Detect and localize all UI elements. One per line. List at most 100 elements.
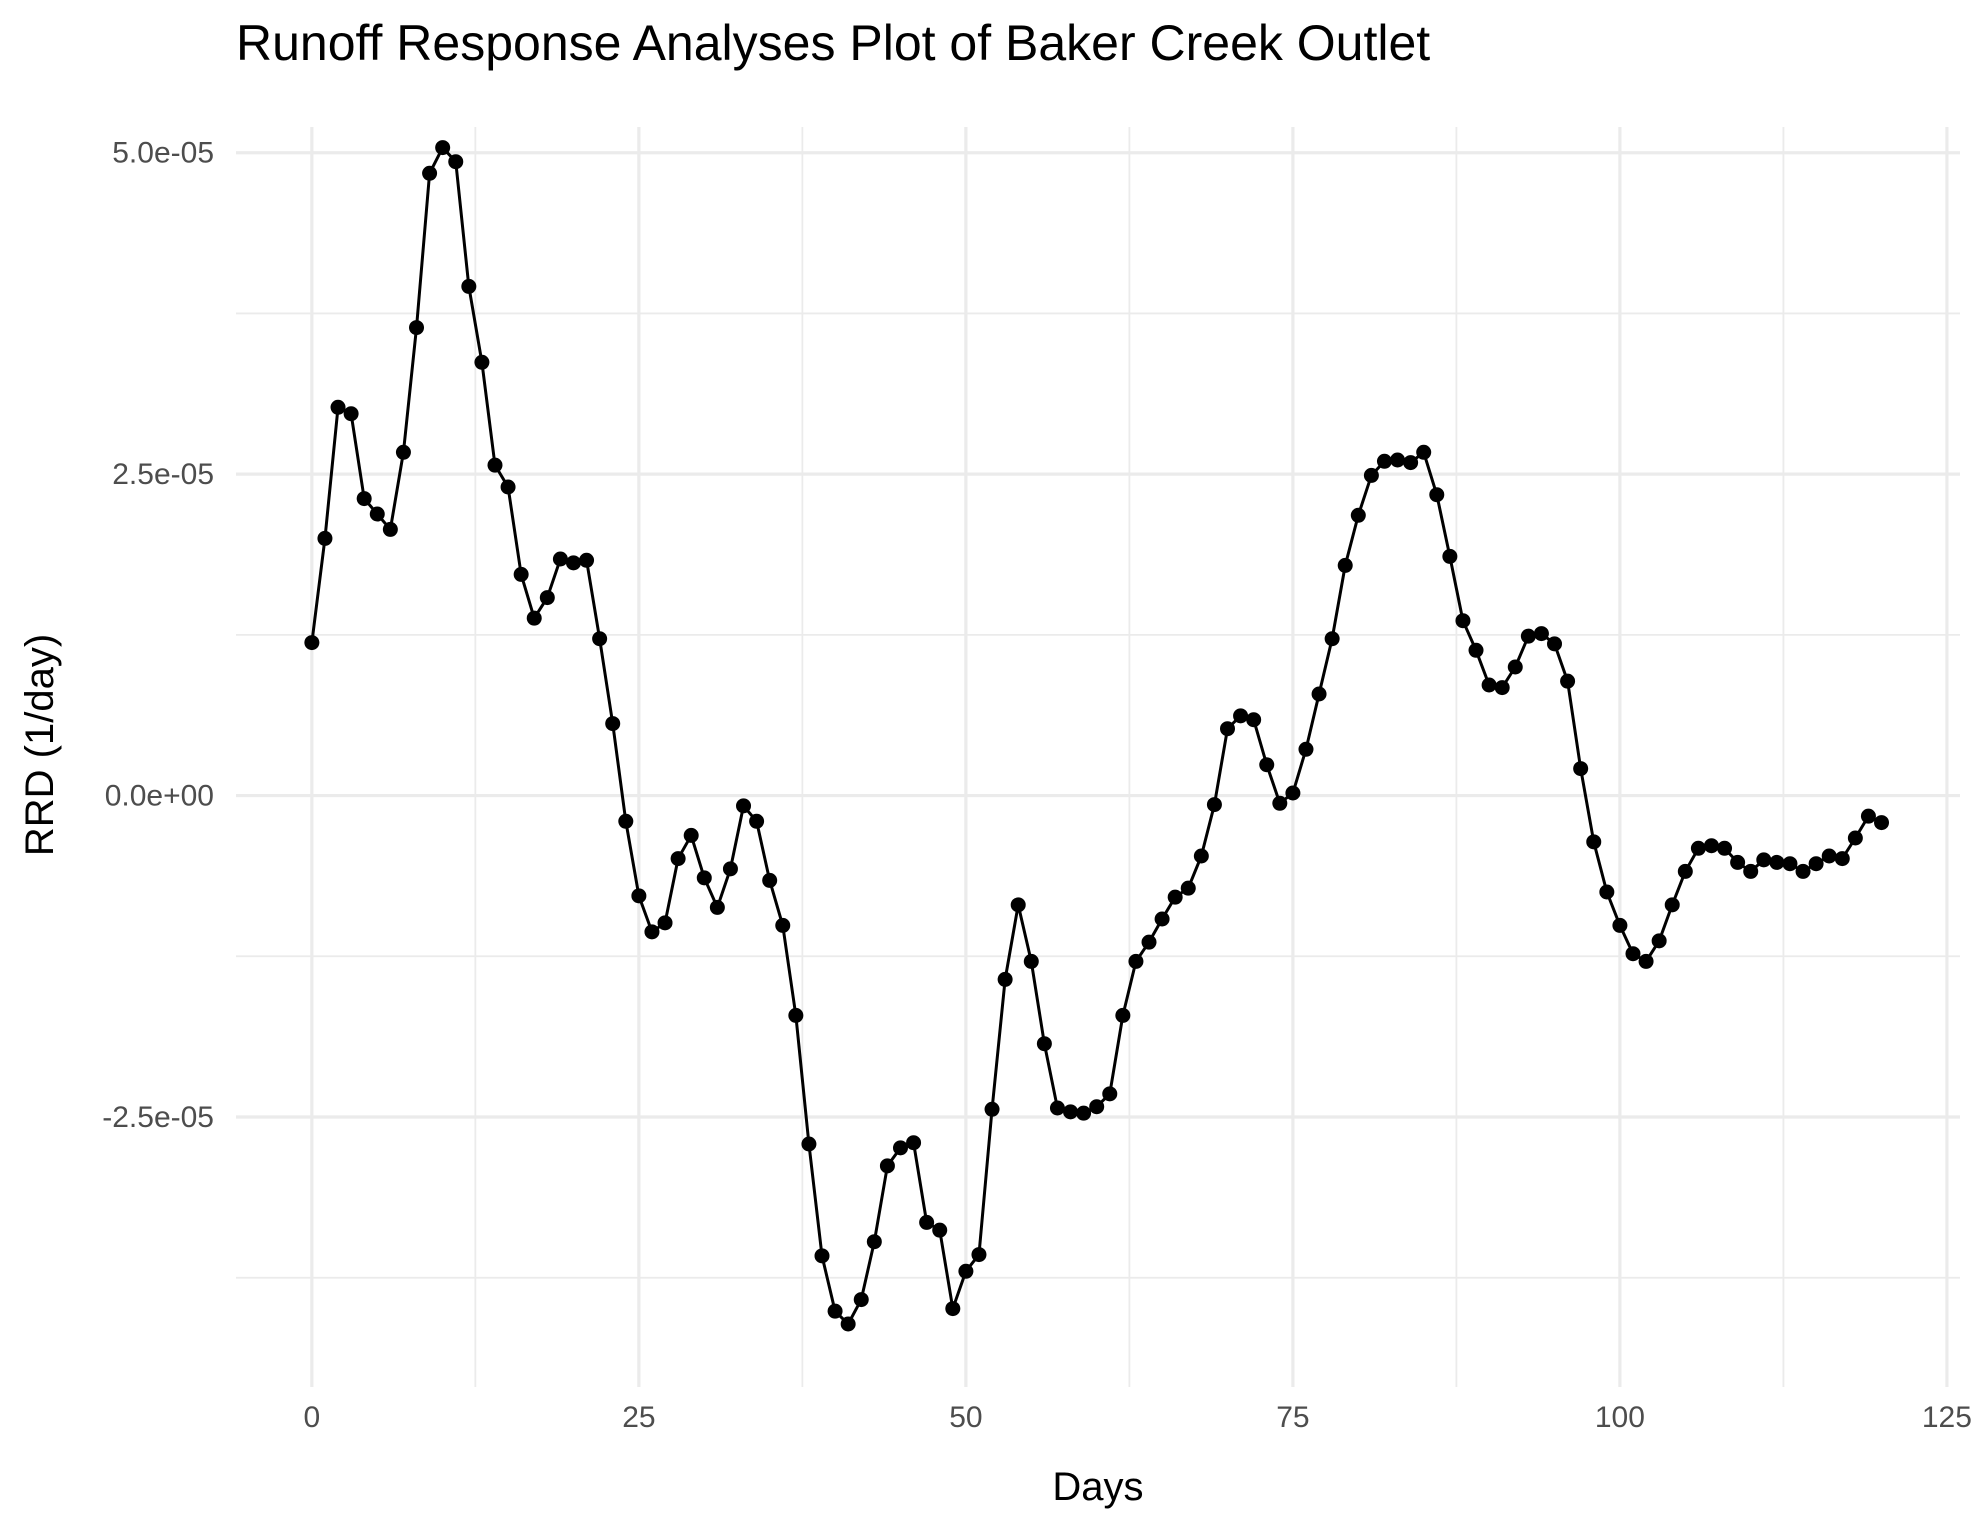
data-point: [722, 861, 738, 877]
y-tick-label: 0.0e+00: [105, 780, 214, 813]
data-point: [579, 552, 595, 568]
data-point: [1599, 884, 1615, 900]
gridlines: [236, 127, 1960, 1387]
data-point: [1860, 808, 1876, 824]
data-point: [749, 813, 765, 829]
data-point: [1520, 628, 1536, 644]
data-point: [1206, 797, 1222, 813]
data-point: [1010, 897, 1026, 913]
x-tick-label: 100: [1595, 1401, 1645, 1434]
data-point: [879, 1158, 895, 1174]
data-point: [552, 551, 568, 567]
data-point: [1874, 815, 1890, 831]
data-point: [513, 566, 529, 582]
data-point: [1193, 848, 1209, 864]
data-point: [1154, 911, 1170, 927]
x-tick-label: 25: [622, 1401, 655, 1434]
data-point: [1625, 946, 1641, 962]
data-point: [1141, 934, 1157, 950]
data-point: [1023, 953, 1039, 969]
data-point: [343, 406, 359, 422]
data-point: [762, 872, 778, 888]
data-point: [1769, 854, 1785, 870]
tick-labels: 0 25 50 75 100 125 -2.5e-05 0.0e+00 2.5e-05 5.0e-…: [102, 137, 1972, 1434]
data-point: [1651, 933, 1667, 949]
chart-title: Runoff Response Analyses Plot of Baker C…: [236, 15, 1430, 71]
data-point: [1547, 636, 1563, 652]
y-tick-label: 5.0e-05: [112, 137, 214, 170]
data-point: [1743, 863, 1759, 879]
data-point: [1180, 880, 1196, 896]
data-point: [1298, 741, 1314, 757]
data-point: [1507, 659, 1523, 675]
x-axis-title: Days: [1052, 1465, 1143, 1509]
data-point: [1573, 761, 1589, 777]
data-point: [1560, 673, 1576, 689]
data-point: [1756, 852, 1772, 868]
data-point: [1167, 889, 1183, 905]
data-point: [1703, 838, 1719, 854]
data-point: [1063, 1104, 1079, 1120]
data-point: [474, 354, 490, 370]
data-point: [1246, 712, 1262, 728]
data-point: [1102, 1086, 1118, 1102]
data-point: [1795, 863, 1811, 879]
data-point: [1337, 557, 1353, 573]
x-tick-label: 50: [949, 1401, 982, 1434]
y-tick-label: 2.5e-05: [112, 458, 214, 491]
data-point: [461, 278, 477, 294]
data-point: [1468, 642, 1484, 658]
data-point: [618, 813, 634, 829]
data-point: [971, 1247, 987, 1263]
data-point: [1324, 631, 1340, 647]
series-line: [310, 146, 1883, 1326]
data-point: [1311, 686, 1327, 702]
data-point: [827, 1303, 843, 1319]
data-point: [1481, 677, 1497, 693]
data-point: [945, 1301, 961, 1317]
data-point: [683, 827, 699, 843]
data-point: [1285, 785, 1301, 801]
data-point: [1455, 613, 1471, 629]
data-point: [526, 610, 542, 626]
data-point: [853, 1292, 869, 1308]
x-tick-label: 75: [1276, 1401, 1309, 1434]
data-point: [487, 457, 503, 473]
data-point: [775, 917, 791, 933]
data-point: [1076, 1105, 1092, 1121]
data-point: [670, 851, 686, 867]
data-point: [330, 399, 346, 415]
data-point: [1494, 680, 1510, 696]
data-point: [1717, 840, 1733, 856]
data-point: [1049, 1100, 1065, 1116]
data-point: [369, 506, 385, 522]
data-point: [892, 1140, 908, 1156]
data-point: [409, 320, 425, 336]
data-point: [736, 798, 752, 814]
data-point: [1259, 757, 1275, 773]
data-point: [1612, 917, 1628, 933]
data-point: [1219, 721, 1235, 737]
data-point: [1664, 897, 1680, 913]
data-point: [1089, 1099, 1105, 1115]
data-point: [1834, 851, 1850, 867]
data-point: [1677, 863, 1693, 879]
data-point: [422, 165, 438, 181]
data-point: [801, 1136, 817, 1152]
data-point: [356, 491, 372, 507]
data-point: [958, 1263, 974, 1279]
data-point: [919, 1214, 935, 1230]
data-point: [1586, 834, 1602, 850]
data-point: [448, 154, 464, 170]
data-point: [1390, 452, 1406, 468]
y-tick-label: -2.5e-05: [102, 1101, 214, 1134]
data-point: [866, 1234, 882, 1250]
data-point: [592, 631, 608, 647]
data-point: [840, 1316, 856, 1332]
data-point: [1821, 848, 1837, 864]
data-point: [631, 888, 647, 904]
data-point: [317, 530, 333, 546]
data-point: [1808, 856, 1824, 872]
data-point: [709, 899, 725, 915]
data-point: [1638, 953, 1654, 969]
